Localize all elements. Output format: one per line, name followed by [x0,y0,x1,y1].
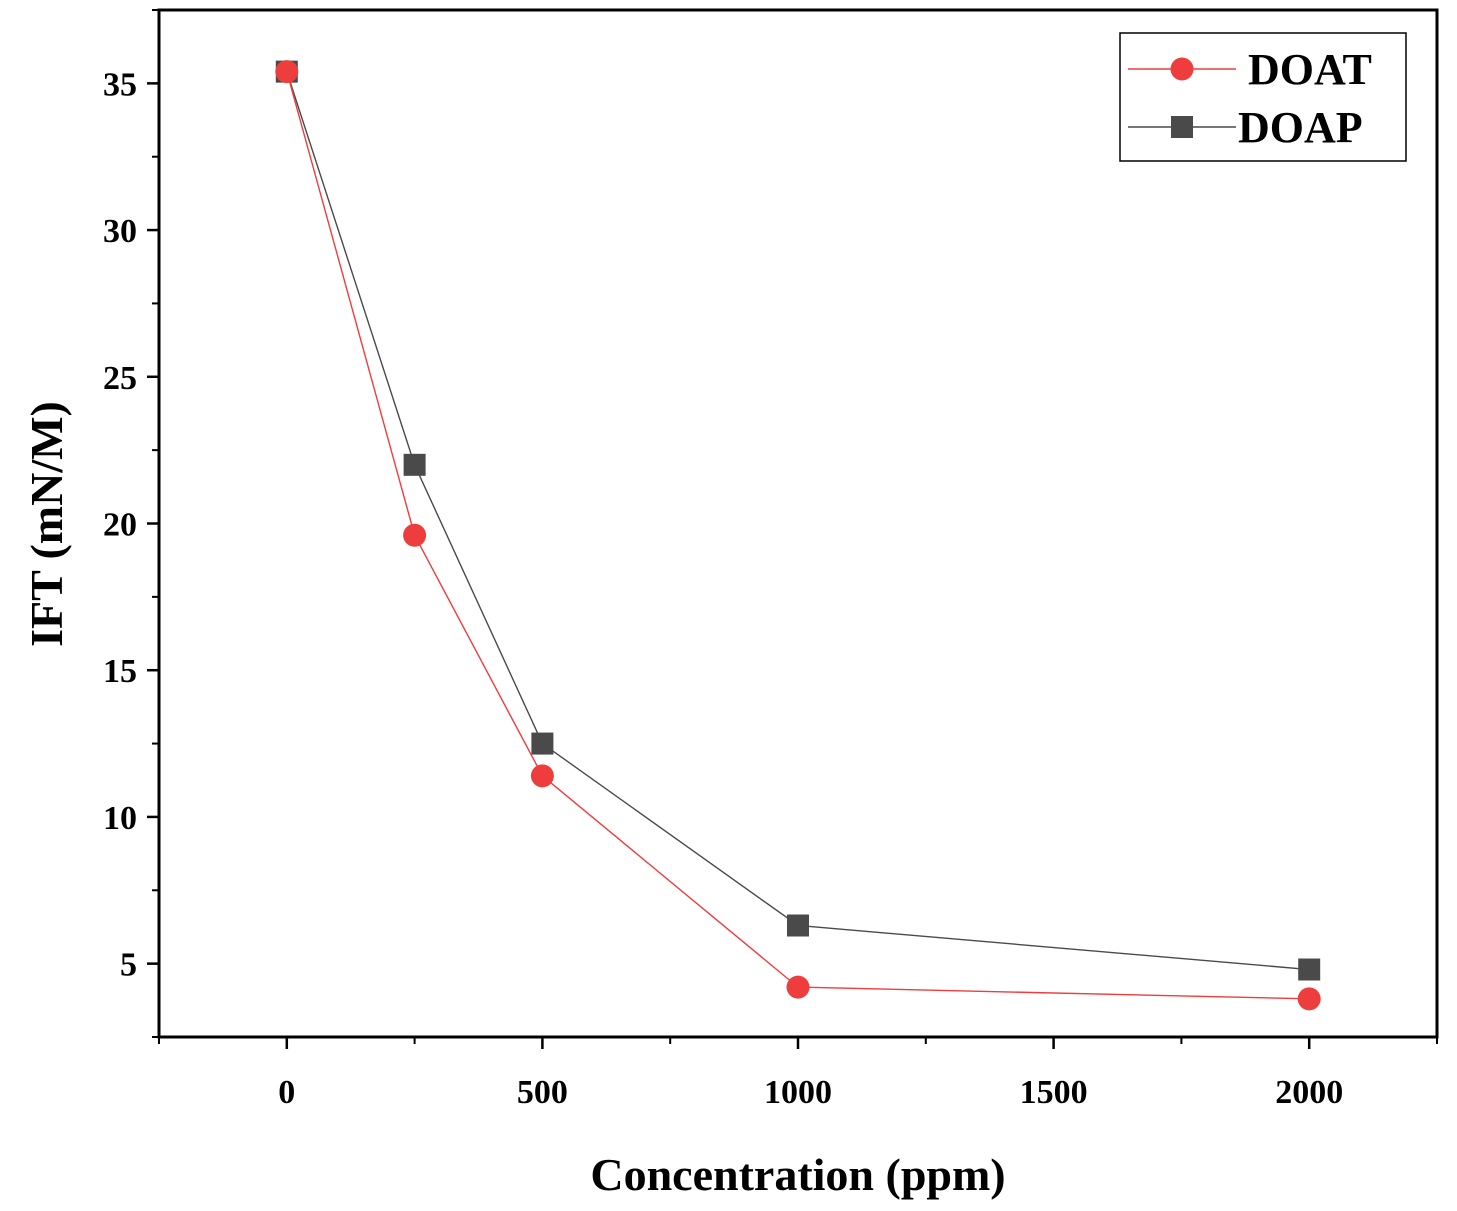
point-doap-250 [403,453,426,476]
y-tick-label-10: 10 [103,800,137,837]
y-axis-title: IFT (mN/M) [21,401,72,647]
point-doap-2000 [1298,958,1321,981]
point-doat-250 [403,523,427,547]
legend-marker-doap [1171,116,1193,138]
x-axis-ticks: 0 500 1000 1500 2000 [158,1037,1438,1111]
x-tick-label-2000: 2000 [1275,1074,1343,1111]
series-line-doat [286,71,1310,1000]
legend-item-doap: DOAP [1128,103,1363,152]
point-doat-0 [275,60,299,84]
point-doat-2000 [1297,987,1321,1011]
series-doat [275,60,1321,1011]
legend-marker-doat [1170,57,1194,81]
y-tick-label-15: 15 [103,653,137,690]
y-axis-ticks: 5 10 15 20 25 30 35 [103,9,159,1038]
x-tick-label-1000: 1000 [764,1074,832,1111]
x-tick-label-500: 500 [517,1074,568,1111]
plot-frame [157,8,1439,1039]
series-doap [275,60,1321,981]
legend-label-doap: DOAP [1238,103,1363,152]
y-tick-label-20: 20 [103,507,137,544]
x-axis-title: Concentration (ppm) [590,1149,1005,1200]
legend-item-doat: DOAT [1128,45,1372,94]
x-tick-label-0: 0 [278,1074,295,1111]
point-doat-500 [530,764,554,788]
x-tick-label-1500: 1500 [1020,1074,1088,1111]
legend-box [1119,32,1407,162]
point-doap-500 [531,732,554,755]
legend-label-doat: DOAT [1248,45,1372,94]
point-doap-1000 [787,914,809,937]
y-tick-label-5: 5 [120,947,137,984]
legend: DOAT DOAP [1119,32,1407,162]
y-tick-label-25: 25 [103,360,137,397]
series-layer [275,60,1321,1011]
point-doat-1000 [786,975,810,999]
series-line-doap [286,71,1310,971]
y-tick-label-30: 30 [103,213,137,250]
y-tick-label-35: 35 [103,66,137,103]
